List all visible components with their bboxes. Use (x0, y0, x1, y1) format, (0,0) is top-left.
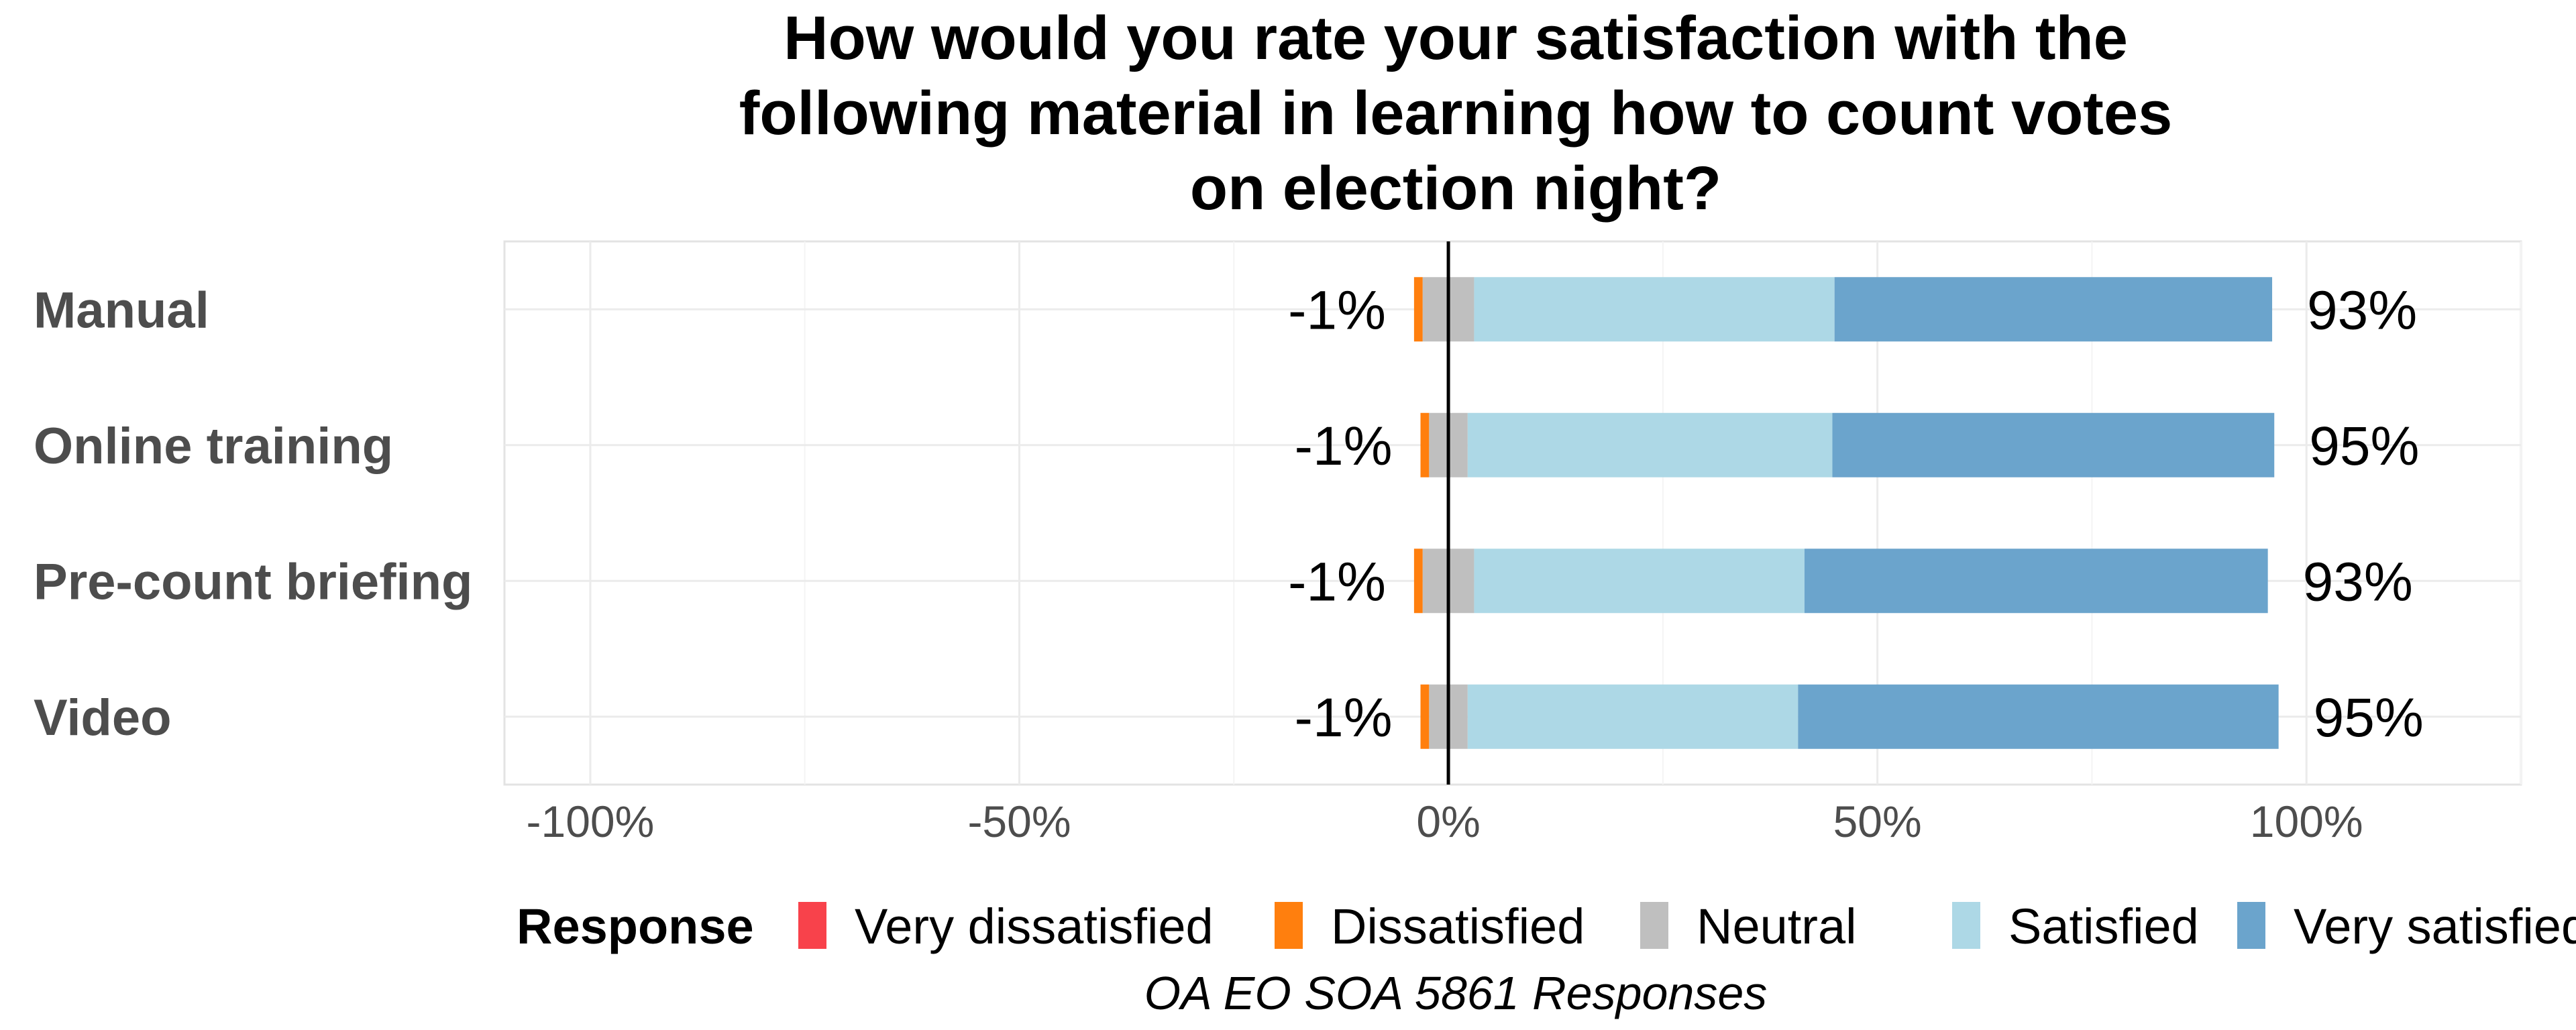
chart-title-line: following material in learning how to co… (739, 79, 2173, 148)
bar-segment-satisfied (1474, 277, 1835, 342)
bar-segment-satisfied (1474, 549, 1805, 614)
legend-title: Response (517, 899, 754, 954)
positive-total-label: 93% (2303, 551, 2413, 612)
x-tick-label: 100% (2250, 797, 2363, 846)
chart-caption: OA EO SOA 5861 Responses (1144, 967, 1768, 1019)
bar-segment-dissatisfied (1420, 412, 1430, 477)
chart-title: How would you rate your satisfaction wit… (739, 4, 2173, 223)
chart-title-line: How would you rate your satisfaction wit… (784, 4, 2128, 72)
negative-total-label: -1% (1288, 280, 1386, 341)
legend-label: Neutral (1697, 899, 1857, 954)
negative-total-label: -1% (1295, 416, 1393, 477)
x-tick-label: -50% (967, 797, 1071, 846)
plot-area: -100% -50% 0% 50% 100% Manual Online training P… (34, 240, 2522, 846)
positive-total-label: 95% (2309, 416, 2419, 477)
bar-segment-dissatisfied (1413, 277, 1423, 342)
category-label: Online training (34, 418, 393, 475)
bar-segment-very-satisfied (1804, 549, 2268, 614)
positive-total-label: 95% (2314, 687, 2424, 748)
legend-label: Satisfied (2008, 899, 2199, 954)
bar-segment-satisfied (1467, 684, 1799, 749)
category-label: Pre-count briefing (34, 553, 472, 610)
legend-label: Very satisfied (2294, 899, 2576, 954)
bar-segment-very-satisfied (1834, 277, 2273, 342)
chart-title-line: on election night? (1190, 154, 1721, 223)
legend-key (1952, 902, 1980, 949)
x-tick-label: -100% (527, 797, 655, 846)
x-tick-label: 0% (1416, 797, 1480, 846)
x-tick-label: 50% (1833, 797, 1922, 846)
bar-segment-satisfied (1467, 412, 1833, 477)
legend: Response Very dissatisfied Dissatisfied Ne… (517, 899, 2576, 954)
bar-segment-dissatisfied (1413, 549, 1423, 614)
legend-key (798, 902, 826, 949)
legend-label: Very dissatisfied (855, 899, 1214, 954)
bar-segment-very-satisfied (1832, 412, 2275, 477)
bar-segment-very-satisfied (1798, 684, 2279, 749)
legend-key (1275, 902, 1303, 949)
negative-total-label: -1% (1295, 687, 1393, 748)
category-label: Video (34, 689, 172, 746)
positive-total-label: 93% (2307, 280, 2417, 341)
bar-segment-dissatisfied (1420, 684, 1430, 749)
legend-key (2237, 902, 2265, 949)
category-label: Manual (34, 282, 209, 339)
legend-label: Dissatisfied (1331, 899, 1585, 954)
negative-total-label: -1% (1288, 551, 1386, 612)
legend-key (1640, 902, 1668, 949)
